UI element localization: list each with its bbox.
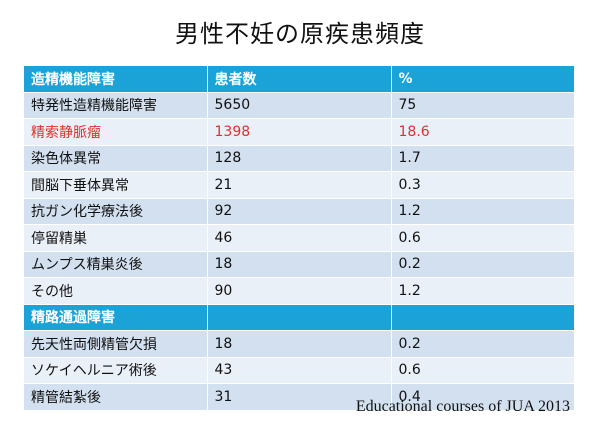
empty-cell [391,304,574,331]
table-header-row: 造精機能障害 患者数 % [24,66,574,93]
table-row: 精管結紮後 31 0.4 [24,383,574,411]
header-cause: 造精機能障害 [24,66,208,93]
table-row-highlighted: 精索静脈瘤 1398 18.6 [24,118,574,146]
percent-cell: 0.6 [391,357,574,384]
empty-cell [207,304,392,331]
cause-cell: 間脳下垂体異常 [24,171,208,199]
section-header-row: 精路通過障害 [24,304,574,331]
count-cell: 31 [207,383,392,411]
count-cell: 18 [207,251,392,278]
cause-cell: 染色体異常 [24,145,208,172]
cause-cell: ソケイヘルニア術後 [24,357,208,384]
count-cell: 18 [207,330,392,358]
table-row: 抗ガン化学療法後 92 1.2 [24,198,574,225]
percent-cell: 0.4 [391,383,574,411]
table-row: 間脳下垂体異常 21 0.3 [24,171,574,199]
percent-cell: 18.6 [391,118,574,146]
count-cell: 128 [207,145,392,172]
percent-cell: 0.2 [391,251,574,278]
percent-cell: 0.3 [391,171,574,199]
count-cell: 92 [207,198,392,225]
count-cell: 90 [207,277,392,305]
cause-cell: 特発性造精機能障害 [24,92,208,119]
percent-cell: 75 [391,92,574,119]
count-cell: 5650 [207,92,392,119]
slide-title: 男性不妊の原疾患頻度 [175,20,425,48]
percent-cell: 1.7 [391,145,574,172]
count-cell: 46 [207,224,392,252]
cause-cell: 先天性両側精管欠損 [24,330,208,358]
count-cell: 21 [207,171,392,199]
table-row: その他 90 1.2 [24,277,574,305]
percent-cell: 0.2 [391,330,574,358]
cause-cell: ムンプス精巣炎後 [24,251,208,278]
cause-cell: 精索静脈瘤 [24,118,208,146]
cause-cell: 停留精巣 [24,224,208,252]
table-row: ムンプス精巣炎後 18 0.2 [24,251,574,278]
table-row: ソケイヘルニア術後 43 0.6 [24,357,574,384]
count-cell: 1398 [207,118,392,146]
percent-cell: 1.2 [391,277,574,305]
table-row: 先天性両側精管欠損 18 0.2 [24,330,574,358]
header-count: 患者数 [207,66,392,93]
cause-cell: その他 [24,277,208,305]
percent-cell: 1.2 [391,198,574,225]
table-row: 特発性造精機能障害 5650 75 [24,92,574,119]
source-citation: Educational courses of JUA 2013 [355,398,570,415]
header-percent: % [391,66,574,93]
cause-cell: 抗ガン化学療法後 [24,198,208,225]
table-row: 停留精巣 46 0.6 [24,224,574,252]
count-cell: 43 [207,357,392,384]
percent-cell: 0.6 [391,224,574,252]
infertility-causes-table: 造精機能障害 患者数 % 特発性造精機能障害 5650 75 精索静脈瘤 139… [24,66,574,411]
section-label: 精路通過障害 [24,304,208,331]
table-row: 染色体異常 128 1.7 [24,145,574,172]
cause-cell: 精管結紮後 [24,383,208,411]
